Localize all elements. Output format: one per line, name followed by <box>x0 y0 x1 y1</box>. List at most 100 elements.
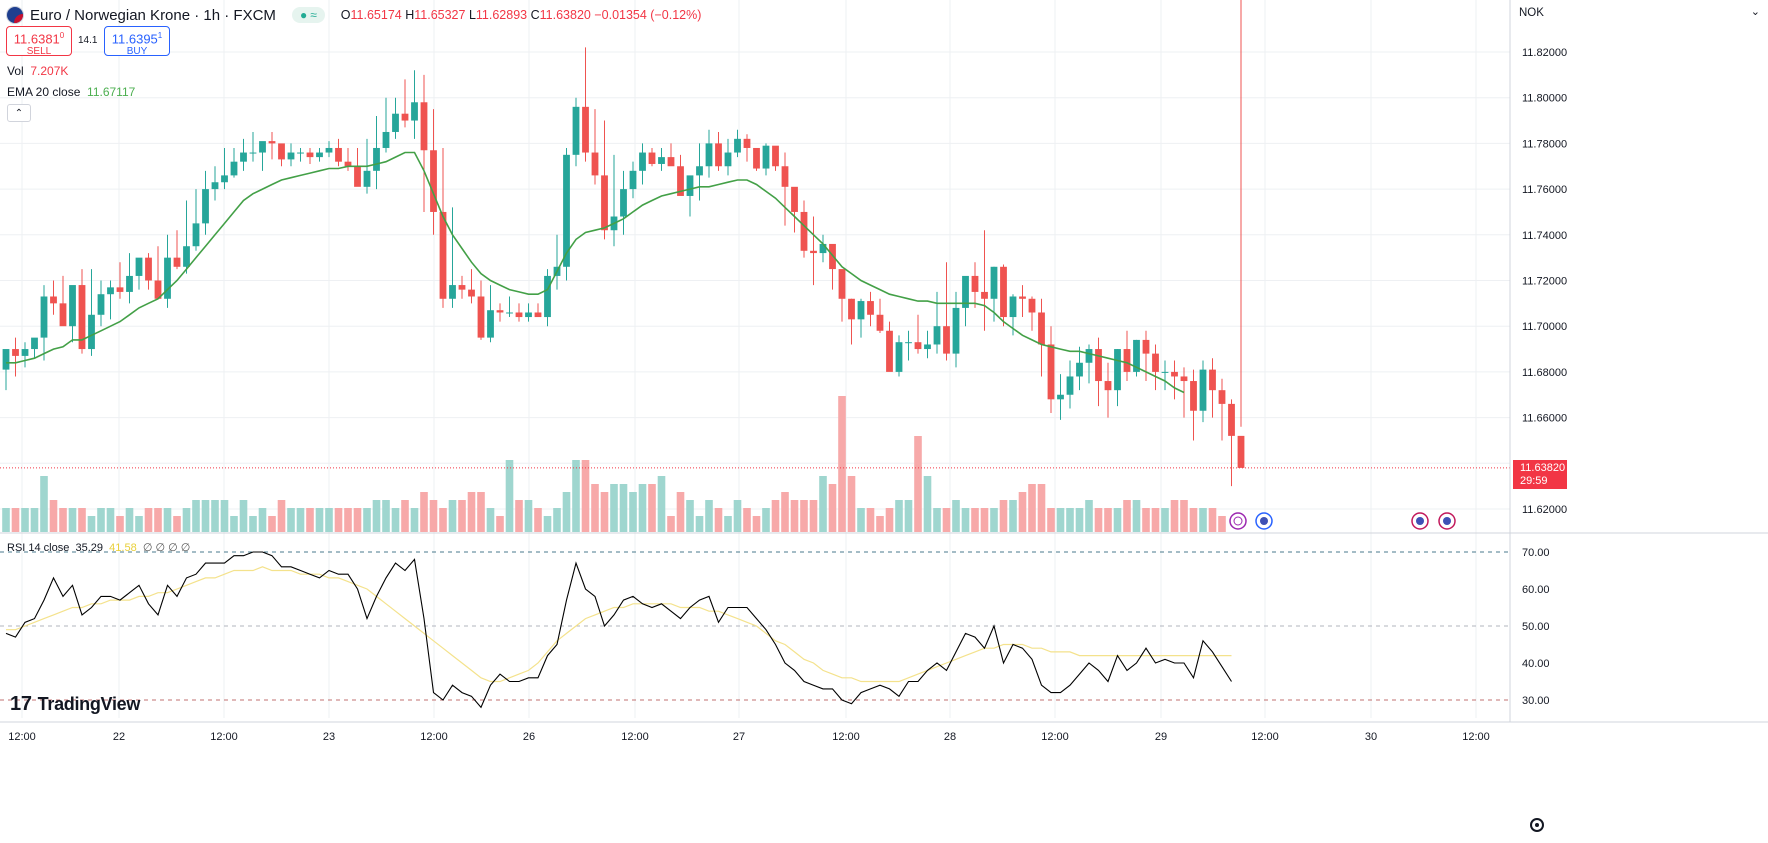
candle-body <box>297 152 304 154</box>
volume-bar <box>923 476 932 532</box>
candle-body <box>743 138 751 148</box>
buy-button[interactable]: 11.63951 BUY <box>104 26 170 58</box>
event-markers[interactable] <box>1229 512 1456 530</box>
candle-body <box>696 166 703 176</box>
volume-bar <box>534 508 542 532</box>
candle-body <box>933 326 941 345</box>
candle-body <box>59 303 67 327</box>
candle-body <box>477 296 485 338</box>
candle-body <box>1085 349 1093 363</box>
volume-bar <box>429 500 438 532</box>
rsi-tick: 30.00 <box>1522 695 1550 707</box>
time-tick: 12:00 <box>8 731 36 743</box>
candle-body <box>924 344 931 350</box>
volume-bar <box>543 516 552 532</box>
candle-body <box>781 166 789 187</box>
wave-icon: ≈ <box>310 8 317 22</box>
volume-bar <box>781 492 789 532</box>
tradingview-logo[interactable]: 17 TradingView <box>10 693 140 716</box>
volume-bar <box>657 476 666 532</box>
candle-body <box>1076 362 1083 377</box>
rsi-pane: 70.00 60.00 50.00 40.00 30.00 <box>0 547 1550 709</box>
volume-bar <box>667 516 675 532</box>
volume-bar <box>154 508 162 532</box>
collapse-legend-button[interactable]: ⌃ <box>7 104 31 122</box>
eur-nok-flag-icon <box>6 6 24 24</box>
volume-bar <box>448 500 457 532</box>
volume-bar <box>467 492 476 532</box>
buy-label: BUY <box>126 46 148 58</box>
sell-button[interactable]: 11.63810 SELL <box>6 26 72 57</box>
currency-selector[interactable]: NOK ⌄ <box>1513 2 1766 24</box>
volume-bar <box>961 508 970 532</box>
candle-body <box>211 182 219 190</box>
candle-body <box>354 166 361 187</box>
candle-body <box>31 337 38 350</box>
rsi-legend[interactable]: RSI 14 close 35.29 41.58 ∅ ∅ ∅ ∅ <box>7 541 190 554</box>
market-status-pill[interactable]: ● ≈ <box>291 7 325 23</box>
price-tick: 11.68000 <box>1522 367 1567 379</box>
candle-body <box>145 257 152 281</box>
volume-bar <box>439 508 447 532</box>
volume-bar <box>1218 516 1226 532</box>
candle-body <box>629 170 637 190</box>
volume-bar <box>1009 500 1017 532</box>
candle-body <box>363 170 371 187</box>
symbol-title[interactable]: Euro / Norwegian Krone · 1h · FXCM <box>30 6 276 24</box>
volume-bar <box>876 516 884 532</box>
volume-bar <box>581 460 590 532</box>
volume-bar <box>182 508 191 532</box>
candle-body <box>107 287 114 295</box>
candle-body <box>658 157 665 164</box>
volume-bar <box>1161 508 1169 532</box>
volume-bar <box>1123 500 1131 532</box>
candle-body <box>591 152 599 176</box>
volume-bar <box>809 500 818 532</box>
volume-bar <box>1170 500 1179 532</box>
price-tick: 11.70000 <box>1522 321 1567 333</box>
volume-bar <box>553 508 561 532</box>
volume-bar <box>600 492 609 532</box>
candle-body <box>1095 349 1102 382</box>
volume-value: 7.207K <box>30 64 69 78</box>
ema-line <box>6 151 1185 394</box>
high-value: 11.65327 <box>414 8 466 22</box>
candle-body <box>164 257 171 299</box>
volume-bar <box>1066 508 1074 532</box>
low-key: L <box>468 8 476 22</box>
settings-gear-icon[interactable] <box>1530 818 1544 832</box>
currency-label: NOK <box>1519 7 1544 19</box>
candle-body <box>97 294 105 315</box>
volume-bar <box>819 476 827 532</box>
ema-value: 11.67117 <box>87 85 136 99</box>
buy-price: 11.6395 <box>111 31 158 47</box>
candle-body <box>173 257 181 267</box>
candle-body <box>639 152 646 171</box>
open-value: 11.65174 <box>350 8 402 22</box>
candle-body <box>914 342 922 350</box>
volume-label: Vol <box>7 64 24 78</box>
volume-legend[interactable]: Vol 7.207K <box>7 64 68 78</box>
candle-body <box>316 152 323 158</box>
candle-body <box>1066 376 1074 395</box>
candle-body <box>1209 369 1216 391</box>
volume-bar <box>1094 508 1103 532</box>
volume-bar <box>1151 508 1160 532</box>
ema-legend[interactable]: EMA 20 close 11.67117 <box>7 85 135 99</box>
volume-bar <box>410 508 419 532</box>
market-open-dot-icon: ● <box>299 8 308 22</box>
open-key: O <box>340 8 351 22</box>
rsi-line <box>5 551 1232 709</box>
volume-bar <box>87 516 96 532</box>
rsi-label: RSI 14 close <box>7 542 70 554</box>
volume-bar <box>999 500 1008 532</box>
volume-bar <box>106 508 115 532</box>
candle-body <box>506 312 513 314</box>
spread-value: 14.1 <box>78 35 98 46</box>
candle-body <box>990 266 998 299</box>
candle-body <box>601 175 608 231</box>
candle-body <box>686 175 694 196</box>
candle-body <box>810 250 817 254</box>
candle-body <box>1123 349 1131 372</box>
